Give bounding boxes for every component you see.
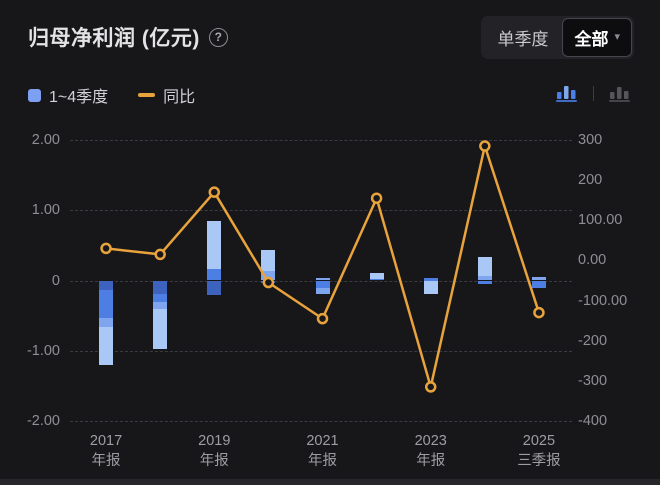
yoy-point-2018[interactable] <box>154 248 166 261</box>
bar-segment <box>207 221 222 269</box>
bar-segment <box>315 280 330 289</box>
x-axis-label-2023: 2023 年报 <box>414 433 447 469</box>
right-axis-tick: -200 <box>578 332 608 349</box>
yoy-point-2019[interactable] <box>208 186 221 198</box>
bar-segment <box>261 249 276 272</box>
x-axis-label-2017: 2017 年报 <box>89 433 123 469</box>
bar-segment <box>477 257 492 277</box>
period-toggle: 单季度 全部 ▾ <box>481 16 634 59</box>
line-series-swatch <box>138 93 156 97</box>
gridline <box>70 421 572 422</box>
bar-segment <box>261 280 276 284</box>
page-title: 归母净利润 (亿元) <box>28 27 200 50</box>
right-axis-tick: 100.00 <box>578 212 623 229</box>
bar-segment <box>369 279 384 281</box>
gridline <box>70 350 572 352</box>
bar-segment <box>153 302 168 310</box>
bottom-divider <box>0 479 660 485</box>
bar-segment <box>153 280 168 294</box>
left-axis-tick: 2.00 <box>31 132 60 148</box>
bar-series-swatch <box>28 88 41 102</box>
right-axis-tick: -100.00 <box>578 292 628 309</box>
bar-segment <box>315 288 330 294</box>
bar-segment <box>99 326 114 365</box>
chart-view-switcher <box>555 84 632 103</box>
toggle-all-label: 全部 <box>574 30 609 49</box>
left-axis-tick: 0 <box>51 272 60 289</box>
right-axis-tick: 300 <box>578 132 603 148</box>
left-axis-tick: -1.00 <box>26 342 60 359</box>
toggle-all[interactable]: 全部 ▾ <box>562 18 632 57</box>
yoy-point-2022[interactable] <box>370 192 383 204</box>
yoy-point-2023[interactable] <box>424 381 437 393</box>
bar-segment <box>153 293 168 303</box>
chevron-down-icon: ▾ <box>614 31 620 43</box>
legend-bars-label: 1~4季度 <box>49 89 109 106</box>
yoy-point-2025[interactable] <box>533 306 545 319</box>
bar-segment <box>477 280 492 284</box>
x-axis-label-2019: 2019 年报 <box>198 433 231 469</box>
yoy-point-2024[interactable] <box>479 140 491 152</box>
bar-segment <box>207 268 222 281</box>
stacked-bar-chart-icon[interactable] <box>555 84 579 103</box>
bar-segment <box>261 271 276 281</box>
toggle-single-quarter[interactable]: 单季度 <box>483 18 562 57</box>
legend: 1~4季度 同比 <box>28 83 195 107</box>
bar-segment <box>207 280 222 296</box>
bar-segment <box>531 280 546 288</box>
gridline <box>70 140 572 141</box>
right-axis-tick: -400 <box>578 413 608 429</box>
x-axis-label-2025: 2025 三季报 <box>517 433 561 469</box>
bar-segment <box>423 281 438 294</box>
right-axis-tick: -300 <box>578 372 608 389</box>
bar-segment <box>99 317 114 327</box>
icon-divider <box>593 86 594 101</box>
legend-line-label: 同比 <box>163 89 196 106</box>
legend-bars[interactable]: 1~4季度 <box>28 83 108 107</box>
yoy-point-2021[interactable] <box>316 312 329 325</box>
left-axis-tick: -2.00 <box>26 413 60 429</box>
bar-segment <box>99 290 114 318</box>
x-axis-label-2021: 2021 年报 <box>306 433 339 469</box>
bar-chart-icon[interactable] <box>608 84 632 103</box>
right-axis-tick: 0.00 <box>578 252 607 269</box>
bar-segment <box>99 280 114 291</box>
yoy-point-2017[interactable] <box>100 242 112 255</box>
gridline <box>70 210 572 212</box>
header: 归母净利润 (亿元) ? <box>28 22 228 52</box>
bar-segment <box>153 309 168 349</box>
left-axis-tick: 1.00 <box>31 202 60 219</box>
help-icon[interactable]: ? <box>208 27 228 47</box>
right-axis-tick: 200 <box>578 172 603 189</box>
legend-line[interactable]: 同比 <box>138 83 195 107</box>
